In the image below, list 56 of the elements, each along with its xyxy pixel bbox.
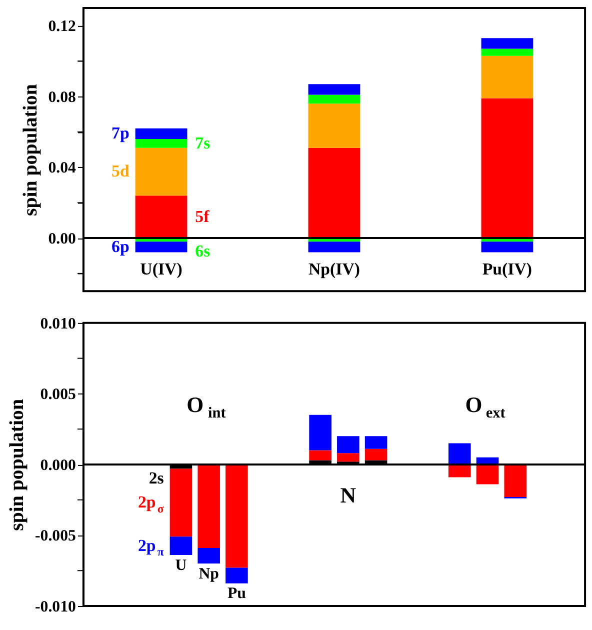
series-label: 5f (195, 206, 210, 226)
bar (308, 104, 360, 148)
y-tick-label: 0.010 (40, 315, 76, 332)
y-tick-label: 0.000 (40, 456, 76, 474)
bar (337, 453, 360, 462)
annotation: N (340, 484, 356, 508)
bar (364, 436, 388, 449)
series-label: 6s (195, 242, 211, 261)
y-axis-title: spin population (19, 84, 42, 216)
series-label: 2s (148, 468, 164, 488)
bar (448, 443, 471, 464)
bar (198, 548, 220, 564)
x-tick-label: U(IV) (140, 260, 182, 279)
y-tick-label: 0.005 (40, 386, 76, 404)
bar (226, 568, 248, 584)
bar (481, 56, 534, 98)
y-tick-label: 0.08 (48, 88, 76, 106)
x-tick-label: Np(IV) (308, 260, 360, 279)
bar (135, 242, 188, 252)
bar (308, 242, 360, 252)
bar (308, 148, 360, 238)
bar (481, 38, 534, 49)
bar (135, 148, 188, 196)
y-tick-label: 0.12 (48, 18, 76, 36)
bar (481, 48, 534, 56)
annotation: Pu (227, 585, 246, 602)
bar (309, 450, 332, 460)
annotation: Np (198, 565, 220, 582)
annotation: U (175, 556, 188, 574)
bar (308, 94, 360, 104)
bar (504, 464, 527, 498)
bar (481, 98, 534, 238)
x-tick-label: Pu(IV) (482, 260, 532, 279)
y-tick-label: 0.04 (48, 160, 76, 177)
bar (135, 128, 188, 139)
bar (481, 242, 534, 252)
bar (170, 536, 192, 556)
bar (476, 464, 499, 484)
bar (337, 436, 360, 454)
bar (309, 414, 332, 450)
bar (448, 464, 471, 478)
y-tick-label: 0.00 (48, 230, 76, 248)
bar (135, 138, 188, 148)
series-label: 5d (112, 162, 130, 181)
y-tick-label: -0.010 (34, 598, 76, 616)
series-label: 7p (112, 124, 130, 143)
bar (226, 464, 248, 568)
bar (170, 468, 192, 537)
y-tick-label: -0.005 (34, 528, 76, 545)
bar (135, 196, 188, 238)
bar (308, 84, 360, 95)
series-label: 7s (195, 133, 211, 152)
series-label: 6p (112, 236, 130, 256)
bar (198, 464, 220, 548)
bar (364, 448, 388, 460)
y-axis-title: spin population (6, 399, 28, 531)
